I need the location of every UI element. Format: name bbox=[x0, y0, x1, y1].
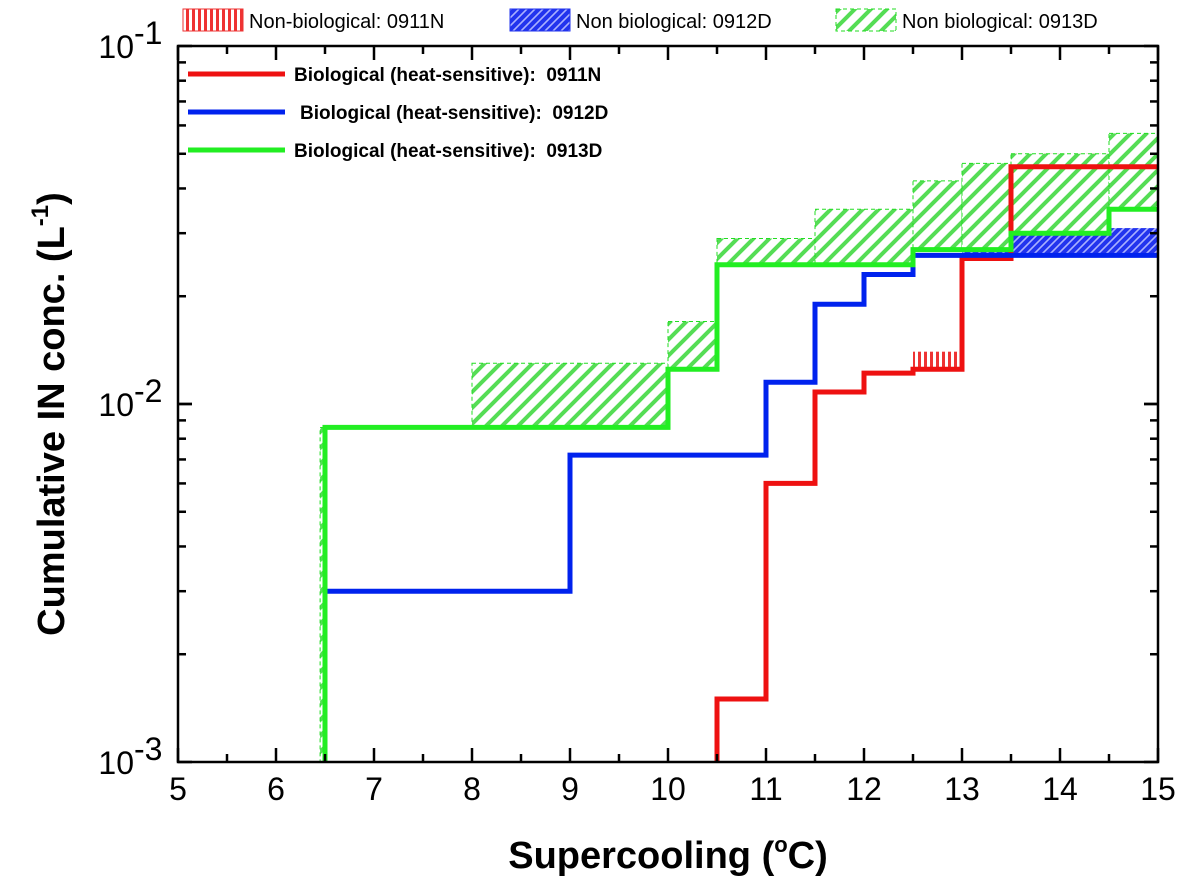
band-2-step-3 bbox=[716, 237, 816, 266]
x-axis-title-sup: o bbox=[774, 832, 787, 857]
legend-swatch-band-0911N bbox=[182, 8, 244, 32]
series-layer bbox=[322, 164, 1158, 762]
y-axis-title-sup: -1 bbox=[27, 205, 54, 226]
x-tick-label: 9 bbox=[561, 771, 579, 807]
series-line-2 bbox=[322, 206, 1158, 762]
legend-label-band-0912D: Non biological: 0912D bbox=[576, 11, 772, 33]
legend-swatch-band-0912D bbox=[509, 8, 571, 32]
y-tick-label: 10 bbox=[98, 745, 134, 781]
band-layer bbox=[319, 132, 1159, 763]
tick-layer bbox=[176, 44, 1160, 764]
legend-swatch-band-0913D bbox=[835, 8, 897, 32]
y-tick-label-exponent: -2 bbox=[134, 373, 162, 409]
x-axis-title: Supercooling (oC) bbox=[508, 832, 828, 877]
band-2-step-4 bbox=[814, 208, 914, 266]
x-axis-title-end: C) bbox=[788, 835, 828, 877]
x-tick-label: 12 bbox=[846, 771, 882, 807]
band-2-step-8 bbox=[1108, 132, 1159, 210]
y-tick-label-exponent: -1 bbox=[134, 15, 162, 51]
band-2-step-2 bbox=[667, 320, 718, 370]
legend-label-series-0911N: Biological (heat-sensitive): 0911N bbox=[294, 65, 601, 86]
x-tick-label: 10 bbox=[650, 771, 686, 807]
legend-label-series-0912D: Biological (heat-sensitive): 0912D bbox=[300, 103, 608, 124]
x-tick-label: 6 bbox=[267, 771, 285, 807]
band-2-step-1 bbox=[471, 362, 669, 428]
band-2-step-6 bbox=[961, 162, 1012, 251]
series-line-1 bbox=[322, 252, 1158, 762]
legend-label-band-0911N: Non-biological: 0911N bbox=[249, 11, 444, 33]
y-tick-label: 10 bbox=[98, 29, 134, 65]
y-axis-title-main: Cumulative IN conc. (L bbox=[31, 226, 73, 636]
legend-label-series-0913D: Biological (heat-sensitive): 0913D bbox=[294, 141, 602, 162]
band-2-step-5 bbox=[912, 180, 963, 251]
x-tick-label: 7 bbox=[365, 771, 383, 807]
y-axis-title: Cumulative IN conc. (L-1) bbox=[27, 192, 73, 636]
x-tick-label: 15 bbox=[1140, 771, 1176, 807]
series-line-0 bbox=[714, 164, 1158, 762]
x-tick-label: 8 bbox=[463, 771, 481, 807]
legend-series: Biological (heat-sensitive): 0911N Biolo… bbox=[188, 65, 608, 162]
x-tick-label: 13 bbox=[944, 771, 980, 807]
x-tick-label: 5 bbox=[169, 771, 187, 807]
y-tick-label: 10 bbox=[98, 387, 134, 423]
x-tick-label: 11 bbox=[749, 771, 782, 807]
legend-label-band-0913D: Non biological: 0913D bbox=[902, 11, 1098, 33]
x-tick-label: 14 bbox=[1042, 771, 1078, 807]
y-tick-label-exponent: -3 bbox=[134, 731, 162, 767]
y-axis-title-end: ) bbox=[31, 192, 73, 205]
x-axis-title-main: Supercooling ( bbox=[508, 835, 774, 877]
legend-bands: Non-biological: 0911N Non biological: 09… bbox=[182, 8, 1098, 33]
band-0-step-0 bbox=[913, 351, 962, 370]
